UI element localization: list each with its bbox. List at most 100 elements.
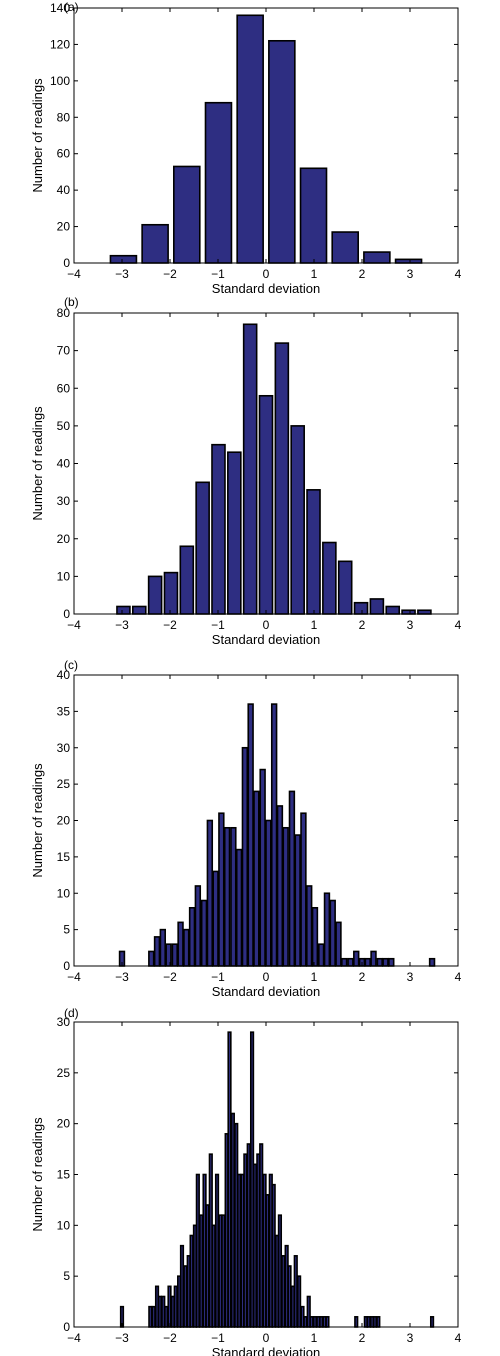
bar-d-17 bbox=[173, 1285, 178, 1328]
bar-c-43 bbox=[370, 950, 377, 967]
bar-a-4 bbox=[236, 14, 264, 264]
bar-d-37 bbox=[237, 1173, 242, 1328]
x-axis-title-c: Standard deviation bbox=[212, 984, 320, 999]
bar-c-21 bbox=[241, 746, 249, 967]
histogram-d-svg: (d) −4 −3 −2 −1 0 1 2 3 4 0 5 10 15 20 25 30 Standard dev… bbox=[30, 1006, 462, 1356]
x-tick-label-a-3: −1 bbox=[211, 267, 225, 281]
bar-c-38 bbox=[341, 957, 348, 967]
bar-d-29 bbox=[211, 1224, 216, 1328]
histogram-c-svg: (c)−4 −3 −2 −1 0 1 2 3 40510152025303540Standard… bbox=[30, 658, 462, 999]
bar-b-0 bbox=[116, 605, 131, 615]
bar-d-22 bbox=[189, 1234, 194, 1328]
bar-c-25 bbox=[265, 819, 272, 967]
y-axis-title-c: Number of readings bbox=[30, 763, 45, 878]
x-tick-label-c-6: 2 bbox=[359, 970, 366, 984]
y-tick-label-a-6: 120 bbox=[50, 37, 70, 51]
bar-b-16 bbox=[369, 598, 385, 615]
bar-c-20 bbox=[235, 848, 243, 967]
y-tick-label-a-2: 40 bbox=[57, 183, 71, 197]
x-tick-label-d-5: 1 bbox=[311, 1331, 318, 1345]
bar-c-53 bbox=[428, 957, 436, 967]
x-tick-label-d-4: 0 bbox=[263, 1331, 270, 1345]
x-tick-label-a-8: 4 bbox=[455, 267, 462, 281]
bar-c-39 bbox=[347, 957, 354, 967]
bar-d-20 bbox=[183, 1265, 188, 1328]
bar-c-5 bbox=[148, 950, 155, 967]
x-tick-label-a-1: −3 bbox=[115, 267, 129, 281]
bar-d-63 bbox=[319, 1316, 324, 1328]
bar-a-6 bbox=[299, 167, 328, 264]
y-tick-label-d-1: 5 bbox=[63, 1269, 70, 1283]
x-tick-label-d-6: 2 bbox=[359, 1331, 366, 1345]
bar-c-32 bbox=[305, 885, 313, 967]
bar-a-1 bbox=[141, 223, 169, 264]
bar-b-5 bbox=[195, 481, 210, 615]
bars-b bbox=[116, 323, 432, 615]
y-tick-label-a-0: 0 bbox=[63, 256, 70, 270]
y-tick-label-b-6: 60 bbox=[57, 381, 71, 395]
y-axis-title-a: Number of readings bbox=[30, 78, 45, 193]
bar-b-7 bbox=[227, 451, 242, 615]
bar-c-31 bbox=[300, 812, 307, 967]
x-tick-label-b-7: 3 bbox=[407, 618, 414, 632]
bar-a-3 bbox=[204, 101, 233, 264]
y-tick-label-a-1: 20 bbox=[57, 220, 71, 234]
y-tick-label-c-8: 40 bbox=[57, 668, 71, 682]
histogram-b-svg: (b)−4 −3 −2 −1 0 1 2 3 401020304050607080Standar… bbox=[30, 295, 462, 647]
bar-d-14 bbox=[164, 1305, 169, 1328]
y-tick-label-d-0: 0 bbox=[63, 1320, 70, 1334]
panel-label-b: (b) bbox=[64, 295, 79, 309]
bar-b-18 bbox=[401, 609, 416, 615]
y-tick-label-b-8: 80 bbox=[57, 306, 71, 320]
x-tick-label-b-6: 2 bbox=[359, 618, 366, 632]
bar-c-27 bbox=[276, 805, 284, 967]
x-tick-label-c-3: −1 bbox=[211, 970, 225, 984]
x-tick-label-d-7: 3 bbox=[407, 1331, 414, 1345]
bar-c-17 bbox=[218, 812, 225, 967]
y-tick-label-c-6: 30 bbox=[57, 741, 71, 755]
bar-d-27 bbox=[205, 1204, 210, 1328]
bar-d-40 bbox=[246, 1143, 251, 1328]
y-tick-label-c-0: 0 bbox=[63, 959, 70, 973]
x-axis-title-d: Standard deviation bbox=[212, 1345, 320, 1356]
bar-d-58 bbox=[303, 1316, 308, 1328]
x-tick-label-b-2: −2 bbox=[163, 618, 177, 632]
x-tick-label-d-1: −3 bbox=[115, 1331, 129, 1345]
bar-d-19 bbox=[179, 1244, 185, 1328]
bar-c-29 bbox=[288, 790, 296, 967]
x-tick-label-a-4: 0 bbox=[263, 267, 270, 281]
bar-b-11 bbox=[290, 425, 305, 615]
y-tick-label-a-5: 100 bbox=[50, 74, 70, 88]
bar-b-8 bbox=[242, 323, 258, 615]
x-axis-title-a: Standard deviation bbox=[212, 281, 320, 296]
x-tick-label-a-5: 1 bbox=[311, 267, 318, 281]
bar-c-45 bbox=[382, 957, 389, 967]
bar-c-46 bbox=[388, 957, 395, 967]
bar-c-37 bbox=[335, 921, 342, 967]
bar-c-9 bbox=[171, 943, 178, 967]
bar-c-33 bbox=[311, 906, 319, 967]
bar-d-50 bbox=[277, 1214, 283, 1328]
bar-d-74 bbox=[354, 1316, 359, 1328]
x-tick-label-b-3: −1 bbox=[211, 618, 225, 632]
panel-label-a: (a) bbox=[64, 0, 79, 14]
y-tick-label-b-2: 20 bbox=[57, 532, 71, 546]
x-tick-label-c-7: 3 bbox=[407, 970, 414, 984]
x-tick-label-d-3: −1 bbox=[211, 1331, 225, 1345]
bar-b-4 bbox=[179, 545, 195, 615]
bar-c-15 bbox=[206, 819, 214, 967]
bar-d-44 bbox=[259, 1143, 264, 1328]
bar-c-22 bbox=[247, 703, 254, 967]
y-tick-label-a-3: 60 bbox=[57, 147, 71, 161]
bar-b-6 bbox=[211, 443, 226, 615]
bar-b-14 bbox=[337, 560, 353, 615]
bar-d-51 bbox=[281, 1255, 286, 1328]
x-tick-label-a-2: −2 bbox=[163, 267, 177, 281]
bar-b-12 bbox=[306, 489, 321, 615]
bar-a-5 bbox=[268, 39, 296, 264]
bar-d-81 bbox=[376, 1316, 381, 1328]
panel-label-d: (d) bbox=[64, 1006, 79, 1020]
bar-d-25 bbox=[199, 1214, 204, 1328]
x-tick-label-c-5: 1 bbox=[311, 970, 318, 984]
y-tick-label-c-1: 5 bbox=[63, 923, 70, 937]
